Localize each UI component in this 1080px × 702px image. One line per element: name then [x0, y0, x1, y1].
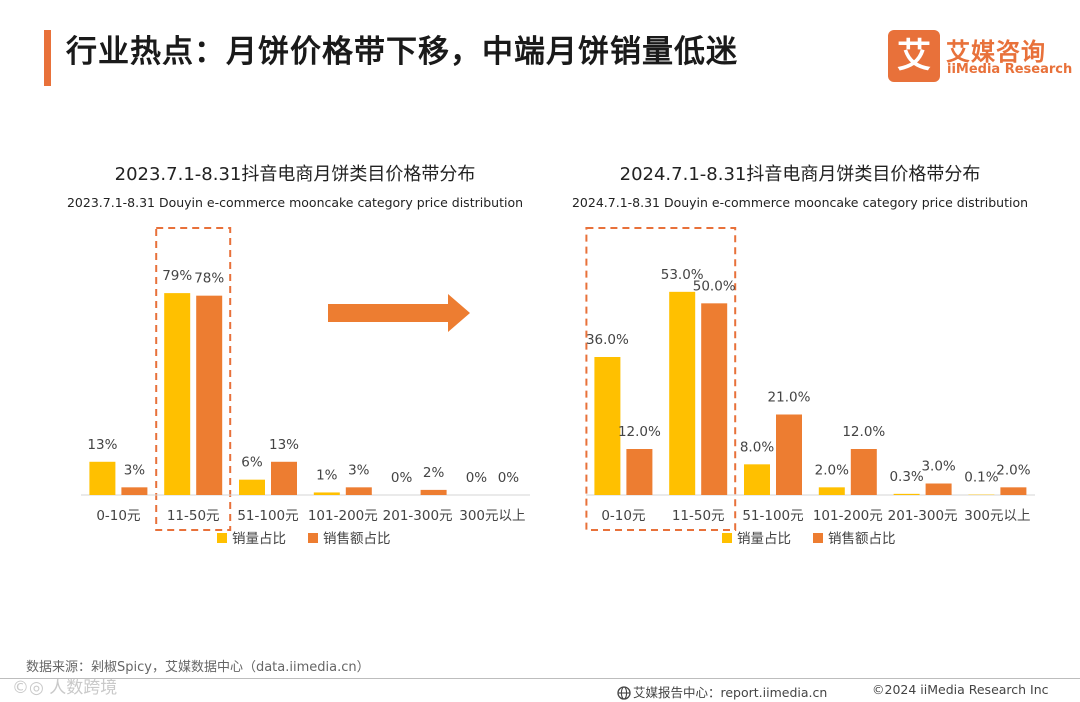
data-label-sales-3: 3%	[348, 462, 370, 478]
data-label-sales-1: 50.0%	[693, 278, 736, 294]
highlight-box	[585, 227, 737, 531]
bar-sales-1	[196, 295, 223, 495]
data-label-volume-1: 79%	[162, 268, 192, 284]
data-label-volume-2: 8.0%	[740, 439, 774, 455]
bar-sales-0	[121, 487, 148, 495]
bar-volume-0	[594, 357, 621, 495]
data-label-sales-4: 2%	[423, 465, 445, 481]
bar-volume-3	[818, 487, 845, 495]
legend-swatch-sales	[813, 533, 823, 543]
legend-label-volume: 销量占比	[232, 531, 286, 547]
logo-mark: 艾	[888, 30, 940, 82]
bar-volume-4	[893, 493, 920, 495]
title-accent-bar	[44, 30, 51, 86]
x-tick-label-1: 11-50元	[167, 508, 220, 524]
data-label-sales-2: 21.0%	[768, 390, 811, 406]
legend-swatch-sales	[308, 533, 318, 543]
logo-mark-text: 艾	[897, 36, 931, 76]
chart-title-2024: 2024.7.1-8.31抖音电商月饼类目价格带分布	[619, 164, 981, 185]
data-label-sales-0: 3%	[124, 462, 146, 478]
highlight-box	[155, 227, 232, 531]
data-label-sales-5: 0%	[498, 470, 520, 486]
bar-sales-0	[626, 449, 653, 495]
bar-volume-3	[313, 492, 340, 495]
x-tick-label-5: 300元以上	[964, 508, 1030, 524]
data-label-volume-0: 36.0%	[586, 332, 629, 348]
footer-report-center-text: 艾媒报告中心：report.iimedia.cn	[633, 685, 828, 700]
footer-divider	[0, 678, 1080, 679]
x-tick-label-3: 101-200元	[813, 508, 883, 524]
x-tick-label-2: 51-100元	[742, 508, 803, 524]
bar-volume-0	[89, 461, 116, 495]
x-tick-label-4: 201-300元	[888, 508, 958, 524]
bar-sales-4	[925, 483, 952, 495]
x-tick-label-2: 51-100元	[237, 508, 298, 524]
x-tick-label-0: 0-10元	[96, 508, 140, 524]
legend-label-sales: 销售额占比	[828, 531, 896, 547]
bar-chart-2023: 13% 3% 0-10元 79% 78% 11-50元 6% 13% 51-100元 1% 3% 10…	[81, 227, 530, 547]
x-tick-label-1: 11-50元	[672, 508, 725, 524]
data-label-volume-0: 13%	[87, 437, 117, 453]
chart-subtitle-2024: 2024.7.1-8.31 Douyin e-commerce mooncake…	[571, 195, 1029, 210]
data-label-sales-4: 3.0%	[921, 459, 955, 475]
chart-title-2023: 2023.7.1-8.31抖音电商月饼类目价格带分布	[114, 164, 476, 185]
legend-label-sales: 销售额占比	[323, 531, 391, 547]
data-label-volume-4: 0%	[391, 470, 413, 486]
chart-subtitle-2023: 2023.7.1-8.31 Douyin e-commerce mooncake…	[66, 195, 524, 210]
chart-2024: 2024.7.1-8.31抖音电商月饼类目价格带分布 2024.7.1-8.31…	[555, 160, 1045, 560]
chart-2023: 2023.7.1-8.31抖音电商月饼类目价格带分布 2023.7.1-8.31…	[50, 160, 540, 560]
data-label-volume-5: 0.1%	[964, 470, 998, 486]
bar-sales-2	[776, 414, 802, 495]
bar-chart-2024: 36.0% 12.0% 0-10元 53.0%50.0% 11-50元 8.0% 21.0%…	[585, 227, 1035, 547]
footer-report-center[interactable]: 艾媒报告中心：report.iimedia.cn	[617, 682, 827, 701]
data-label-volume-3: 2.0%	[815, 462, 849, 478]
data-label-volume-1: 53.0%	[661, 267, 704, 283]
bar-volume-2	[744, 464, 770, 495]
x-tick-label-0: 0-10元	[601, 508, 645, 524]
bar-sales-2	[271, 461, 297, 495]
globe-icon	[617, 686, 631, 700]
bar-volume-1	[164, 293, 191, 495]
bar-volume-1	[669, 291, 696, 495]
legend-label-volume: 销量占比	[737, 531, 791, 547]
watermark: ©◎ 人数跨境	[12, 678, 118, 698]
footer-copyright: ©2024 iiMedia Research Inc	[872, 682, 1049, 697]
data-label-sales-1: 78%	[194, 271, 224, 287]
bar-sales-1	[701, 303, 728, 495]
data-label-volume-5: 0%	[466, 470, 488, 486]
right-arrow-icon	[328, 294, 470, 332]
page-title: 行业热点：月饼价格带下移，中端月饼销量低迷	[66, 34, 738, 70]
bar-sales-3	[850, 449, 877, 495]
logo-cn-text: 艾媒咨询	[946, 38, 1046, 66]
legend-swatch-volume	[217, 533, 227, 543]
bar-sales-5	[1000, 487, 1027, 495]
logo-en-text: iiMedia Research	[947, 62, 1073, 77]
bar-sales-3	[345, 487, 372, 495]
data-label-sales-5: 2.0%	[996, 462, 1030, 478]
data-label-volume-2: 6%	[241, 455, 263, 471]
x-tick-label-3: 101-200元	[308, 508, 378, 524]
iimedia-logo: 艾 艾媒咨询 iiMedia Research	[888, 30, 1072, 82]
x-tick-label-4: 201-300元	[383, 508, 453, 524]
data-label-sales-2: 13%	[269, 437, 299, 453]
data-label-volume-4: 0.3%	[889, 469, 923, 485]
bar-sales-4	[420, 489, 447, 495]
x-tick-label-5: 300元以上	[459, 508, 525, 524]
data-label-sales-0: 12.0%	[618, 424, 661, 440]
data-label-sales-3: 12.0%	[842, 424, 885, 440]
legend-swatch-volume	[722, 533, 732, 543]
bar-volume-2	[239, 479, 265, 495]
data-label-volume-3: 1%	[316, 467, 338, 483]
data-source-note: 数据来源：剁椒Spicy，艾媒数据中心（data.iimedia.cn）	[26, 660, 370, 675]
